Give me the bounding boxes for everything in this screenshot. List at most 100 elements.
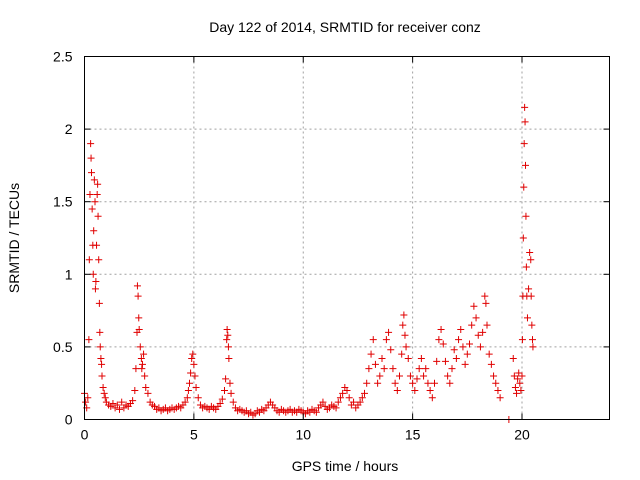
data-point: [356, 398, 364, 406]
data-point: [527, 256, 535, 264]
data-point: [494, 386, 502, 394]
data-series-conz: [81, 103, 537, 423]
data-point: [411, 386, 419, 394]
data-point: [89, 270, 97, 278]
data-point: [129, 397, 137, 405]
data-point: [222, 375, 230, 383]
data-point: [513, 389, 521, 397]
data-point: [474, 331, 482, 339]
data-point: [191, 372, 199, 380]
data-point: [137, 355, 145, 363]
data-point: [138, 365, 146, 373]
data-point: [186, 379, 193, 387]
data-point: [404, 355, 412, 363]
data-point: [116, 405, 123, 413]
data-point: [472, 314, 480, 322]
data-point: [134, 292, 142, 300]
data-point: [482, 299, 490, 307]
y-tick-label: 2.5: [53, 49, 73, 65]
data-point: [518, 372, 526, 380]
data-point: [95, 256, 103, 264]
data-point: [468, 321, 476, 329]
data-point: [417, 355, 425, 363]
data-point: [109, 400, 117, 408]
data-point: [378, 355, 386, 363]
data-point: [380, 365, 388, 373]
data-point: [190, 360, 198, 368]
data-point: [514, 375, 522, 383]
data-point: [420, 372, 428, 380]
data-point: [84, 394, 92, 402]
data-point: [487, 360, 495, 368]
data-point: [336, 394, 344, 402]
data-point: [428, 394, 436, 402]
data-point: [382, 336, 390, 344]
data-point: [431, 379, 438, 387]
data-point: [82, 398, 90, 406]
data-point: [461, 360, 469, 368]
x-tick-label: 20: [514, 427, 530, 443]
data-point: [391, 379, 399, 387]
data-point: [479, 328, 487, 336]
data-point: [85, 256, 93, 264]
data-point: [400, 311, 408, 319]
data-point: [452, 355, 460, 363]
data-point: [339, 389, 347, 397]
data-point: [496, 394, 504, 402]
data-point: [91, 198, 99, 206]
data-point: [133, 282, 141, 290]
plot-frame: [84, 56, 610, 420]
data-point: [448, 365, 456, 373]
data-point: [522, 212, 530, 220]
data-point: [86, 190, 94, 198]
y-tick-label: 0: [65, 412, 73, 428]
data-point: [227, 389, 235, 397]
data-point: [376, 372, 384, 380]
data-point: [401, 331, 409, 339]
data-point: [463, 350, 471, 358]
axis-ticks: 0 5 10 15 20 0 0.5 1 1.5 2 2.5: [53, 49, 610, 443]
x-tick-label: 15: [405, 427, 421, 443]
data-point: [96, 343, 104, 351]
data-point: [350, 398, 358, 406]
data-point: [525, 285, 533, 293]
data-point: [437, 325, 445, 333]
data-point: [90, 176, 98, 184]
data-point: [184, 386, 192, 394]
data-point: [343, 386, 351, 394]
data-point: [367, 350, 375, 358]
data-point: [113, 401, 121, 409]
data-point: [225, 355, 233, 363]
data-point: [94, 180, 102, 188]
chart-title: Day 122 of 2014, SRMTID for receiver con…: [209, 19, 481, 35]
data-point: [361, 389, 368, 397]
data-point: [413, 375, 421, 383]
data-point: [406, 372, 414, 380]
data-point: [183, 394, 191, 402]
data-point: [144, 389, 152, 397]
data-point: [332, 404, 340, 412]
data-point: [100, 389, 108, 397]
data-point: [136, 343, 144, 351]
data-point: [522, 263, 530, 271]
data-point: [194, 394, 202, 402]
data-point: [221, 386, 228, 394]
data-point: [523, 314, 531, 322]
data-point: [389, 365, 397, 373]
data-point: [319, 398, 327, 406]
data-point: [455, 336, 463, 344]
y-axis-title: SRMTID / TECUs: [6, 183, 22, 293]
data-point: [490, 372, 498, 380]
data-point: [398, 350, 406, 358]
data-point: [85, 336, 93, 344]
x-axis-title: GPS time / hours: [292, 458, 399, 474]
data-point: [93, 241, 101, 249]
x-tick-label: 5: [190, 427, 198, 443]
data-point: [365, 365, 373, 373]
data-point: [101, 394, 109, 402]
data-point: [90, 227, 98, 235]
data-point: [135, 314, 143, 322]
x-tick-label: 0: [81, 427, 89, 443]
data-point: [369, 336, 377, 344]
